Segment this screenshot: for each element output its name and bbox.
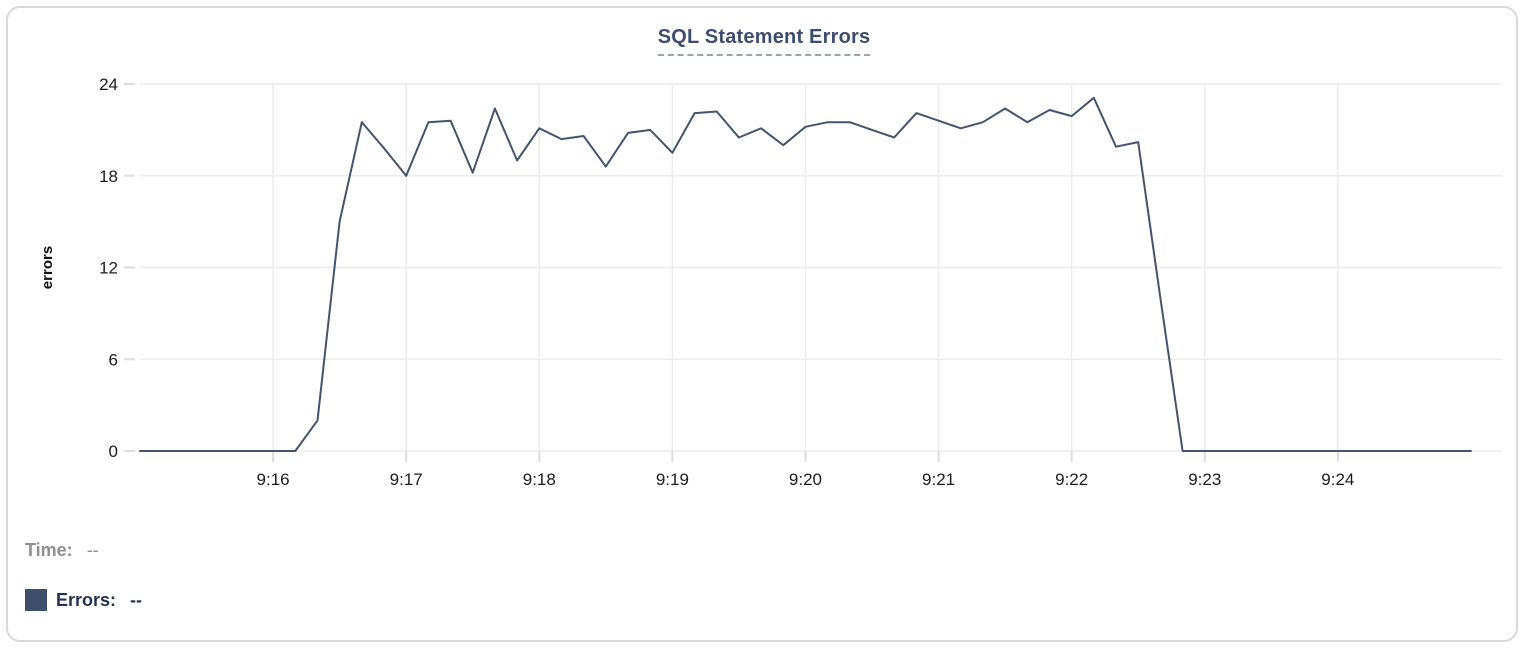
x-tick-label: 9:16	[257, 470, 290, 489]
x-tick-label: 9:18	[523, 470, 556, 489]
y-tick-label: 0	[109, 442, 118, 461]
x-tick-label: 9:24	[1321, 470, 1354, 489]
legend-row-errors: Errors: --	[25, 588, 142, 612]
chart-header: SQL Statement Errors	[0, 26, 1528, 56]
y-tick-label: 12	[99, 259, 118, 278]
x-tick-label: 9:22	[1055, 470, 1088, 489]
line-series-errors[interactable]	[139, 96, 1472, 452]
x-tick-label: 9:23	[1188, 470, 1221, 489]
legend-row-time: Time: --	[25, 538, 142, 562]
hover-legend: Time: -- Errors: --	[25, 538, 142, 612]
chart-title[interactable]: SQL Statement Errors	[657, 26, 871, 56]
x-tick-label: 9:20	[789, 470, 822, 489]
y-tick-label: 18	[99, 167, 118, 186]
x-tick-label: 9:17	[390, 470, 423, 489]
y-tick-label: 6	[109, 350, 118, 369]
x-tick-label: 9:21	[922, 470, 955, 489]
x-tick-label: 9:19	[656, 470, 689, 489]
errors-label: Errors:	[56, 589, 117, 610]
chart-card	[6, 6, 1518, 642]
errors-series-swatch-icon	[25, 589, 47, 611]
errors-value: --	[130, 589, 143, 610]
y-axis-title: errors	[39, 246, 56, 289]
time-value: --	[86, 539, 99, 560]
y-tick-label: 24	[99, 75, 118, 94]
sql-errors-line-chart[interactable]: 0 6 12 18 24 9:16 9:17 9:18 9:19 9:20 9:21 9:22 9:23…	[0, 60, 1528, 512]
time-label: Time:	[25, 539, 73, 560]
